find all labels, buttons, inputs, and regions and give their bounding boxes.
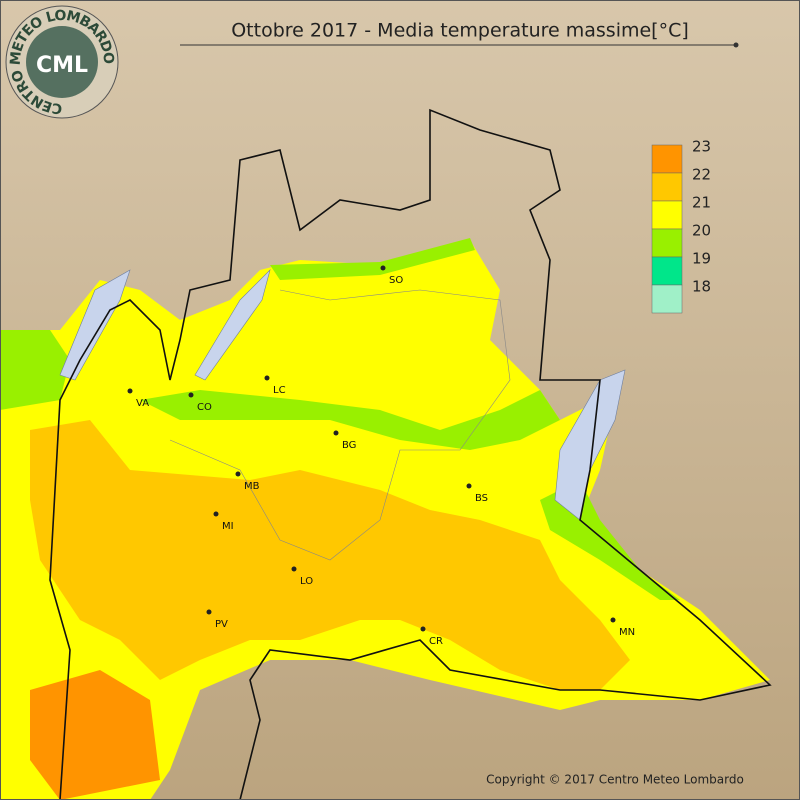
title: Ottobre 2017 - Media temperature massime…	[231, 20, 689, 42]
copyright: Copyright © 2017 Centro Meteo Lombardo	[486, 773, 744, 787]
legend-label: 18	[692, 278, 711, 296]
city-label: CR	[429, 636, 443, 647]
city-label: MN	[619, 627, 635, 638]
city-dot	[127, 388, 133, 394]
city-dot	[213, 511, 219, 517]
city-label: LC	[273, 385, 286, 396]
city-dot	[420, 626, 426, 632]
city-dot	[466, 483, 472, 489]
legend: 23 22 21 20 19 18	[651, 138, 711, 314]
legend-swatch	[651, 256, 683, 286]
legend-label: 23	[692, 138, 711, 156]
lake	[194, 268, 271, 381]
city-label: VA	[136, 398, 149, 409]
city-label: LO	[300, 576, 313, 587]
city-dot	[610, 617, 616, 623]
logo-disc	[26, 26, 98, 98]
legend-swatch	[651, 284, 683, 314]
temperature-green	[0, 330, 70, 410]
legend-label: 20	[692, 222, 711, 240]
province-border	[169, 289, 511, 561]
title-dot	[733, 42, 739, 48]
temperature-green	[270, 238, 475, 280]
temperature-green	[140, 390, 560, 450]
city-label: CO	[197, 402, 212, 413]
logo-abbr: CML	[36, 53, 88, 78]
city-dot	[380, 265, 386, 271]
legend-label: 22	[692, 166, 711, 184]
city-dot	[264, 375, 270, 381]
legend-label: 19	[692, 250, 711, 268]
city-dot	[291, 566, 297, 572]
city-dot	[235, 471, 241, 477]
city-label: BS	[475, 493, 488, 504]
legend-swatch	[651, 228, 683, 258]
city-label: MI	[222, 521, 234, 532]
city-label: SO	[389, 275, 403, 286]
city-dot	[206, 609, 212, 615]
city-dot	[188, 392, 194, 398]
legend-label: 21	[692, 194, 711, 212]
temperature-orange	[30, 420, 630, 690]
city-dot	[333, 430, 339, 436]
city-label: PV	[215, 619, 228, 630]
legend-swatch	[651, 172, 683, 202]
lake	[59, 269, 131, 381]
legend-swatch	[651, 200, 683, 230]
city-label: MB	[244, 481, 260, 492]
logo: CENTRO METEO LOMBARDO CML	[5, 5, 119, 119]
region-border	[49, 108, 772, 801]
lake	[554, 369, 626, 521]
legend-swatch	[651, 144, 683, 174]
city-label: BG	[342, 440, 356, 451]
cities: VA CO LC SO BG MB MI LO PV BS CR MN	[127, 265, 635, 647]
